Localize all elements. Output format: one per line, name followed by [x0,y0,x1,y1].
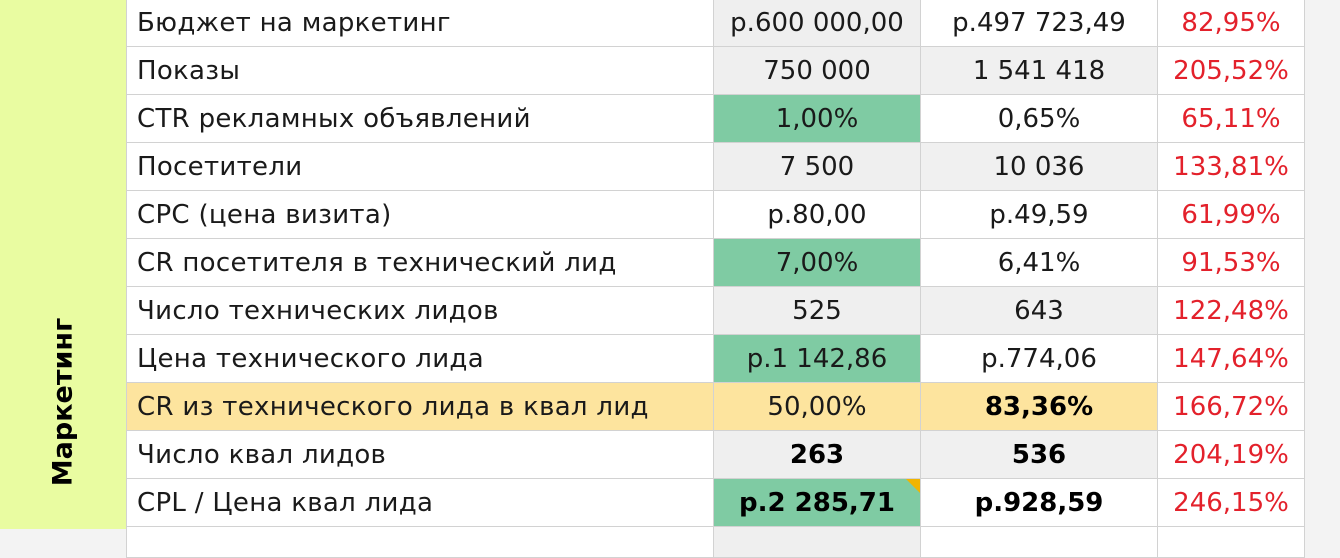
plan-value-cell[interactable]: р.600 000,00 [713,0,921,47]
percent-cell[interactable]: 133,81% [1157,142,1305,191]
comment-indicator-icon[interactable] [906,479,920,493]
fact-value-cell[interactable]: р.49,59 [920,190,1158,239]
fact-value-cell[interactable]: 83,36% [920,382,1158,431]
plan-value-cell[interactable]: р.1 142,86 [713,334,921,383]
section-header-cell[interactable]: Маркетинг [0,0,126,529]
plan-value-text: р.2 285,71 [739,487,895,518]
table-row: Число технических лидов 525 643 122,48% [126,286,1305,335]
plan-value-cell[interactable]: р.80,00 [713,190,921,239]
empty-cell[interactable] [713,526,921,558]
table-row-partial [126,526,1305,558]
plan-value-cell[interactable]: 50,00% [713,382,921,431]
plan-value-cell[interactable]: 263 [713,430,921,479]
percent-cell[interactable]: 147,64% [1157,334,1305,383]
plan-value-cell[interactable]: р.2 285,71 [713,478,921,527]
table-row: CR посетителя в технический лид 7,00% 6,… [126,238,1305,287]
percent-cell[interactable]: 205,52% [1157,46,1305,95]
empty-cell[interactable] [920,526,1158,558]
fact-value-cell[interactable]: р.774,06 [920,334,1158,383]
fact-value-cell[interactable]: 536 [920,430,1158,479]
metric-name-cell[interactable]: Число квал лидов [126,430,714,479]
fact-value-cell[interactable]: 6,41% [920,238,1158,287]
table-row: CPC (цена визита) р.80,00 р.49,59 61,99% [126,190,1305,239]
table-row: Цена технического лида р.1 142,86 р.774,… [126,334,1305,383]
plan-value-cell[interactable]: 7,00% [713,238,921,287]
metric-name-cell[interactable]: Число технических лидов [126,286,714,335]
fact-value-cell[interactable]: р.928,59 [920,478,1158,527]
plan-value-cell[interactable]: 7 500 [713,142,921,191]
metric-name-cell[interactable]: CPL / Цена квал лида [126,478,714,527]
percent-cell[interactable]: 246,15% [1157,478,1305,527]
plan-value-cell[interactable]: 750 000 [713,46,921,95]
fact-value-cell[interactable]: 0,65% [920,94,1158,143]
percent-cell[interactable]: 166,72% [1157,382,1305,431]
right-margin [1302,0,1340,529]
table-row: CTR рекламных объявлений 1,00% 0,65% 65,… [126,94,1305,143]
table-row: CR из технического лида в квал лид 50,00… [126,382,1305,431]
metric-name-cell[interactable]: CTR рекламных объявлений [126,94,714,143]
empty-cell[interactable] [1157,526,1305,558]
empty-cell[interactable] [126,526,714,558]
percent-cell[interactable]: 122,48% [1157,286,1305,335]
metric-name-cell[interactable]: CR из технического лида в квал лид [126,382,714,431]
percent-cell[interactable]: 82,95% [1157,0,1305,47]
table-row: CPL / Цена квал лида р.2 285,71 р.928,59… [126,478,1305,527]
percent-cell[interactable]: 65,11% [1157,94,1305,143]
percent-cell[interactable]: 61,99% [1157,190,1305,239]
metric-name-cell[interactable]: Цена технического лида [126,334,714,383]
table-row: Посетители 7 500 10 036 133,81% [126,142,1305,191]
metric-name-cell[interactable]: Посетители [126,142,714,191]
fact-value-cell[interactable]: 10 036 [920,142,1158,191]
table-row: Бюджет на маркетинг р.600 000,00 р.497 7… [126,0,1305,47]
marketing-table: Бюджет на маркетинг р.600 000,00 р.497 7… [126,0,1305,558]
metric-name-cell[interactable]: Бюджет на маркетинг [126,0,714,47]
fact-value-cell[interactable]: р.497 723,49 [920,0,1158,47]
percent-cell[interactable]: 204,19% [1157,430,1305,479]
percent-cell[interactable]: 91,53% [1157,238,1305,287]
metric-name-cell[interactable]: CPC (цена визита) [126,190,714,239]
metric-name-cell[interactable]: Показы [126,46,714,95]
metric-name-cell[interactable]: CR посетителя в технический лид [126,238,714,287]
fact-value-cell[interactable]: 643 [920,286,1158,335]
section-label: Маркетинг [47,317,79,487]
fact-value-cell[interactable]: 1 541 418 [920,46,1158,95]
table-row: Число квал лидов 263 536 204,19% [126,430,1305,479]
plan-value-cell[interactable]: 525 [713,286,921,335]
table-row: Показы 750 000 1 541 418 205,52% [126,46,1305,95]
plan-value-cell[interactable]: 1,00% [713,94,921,143]
